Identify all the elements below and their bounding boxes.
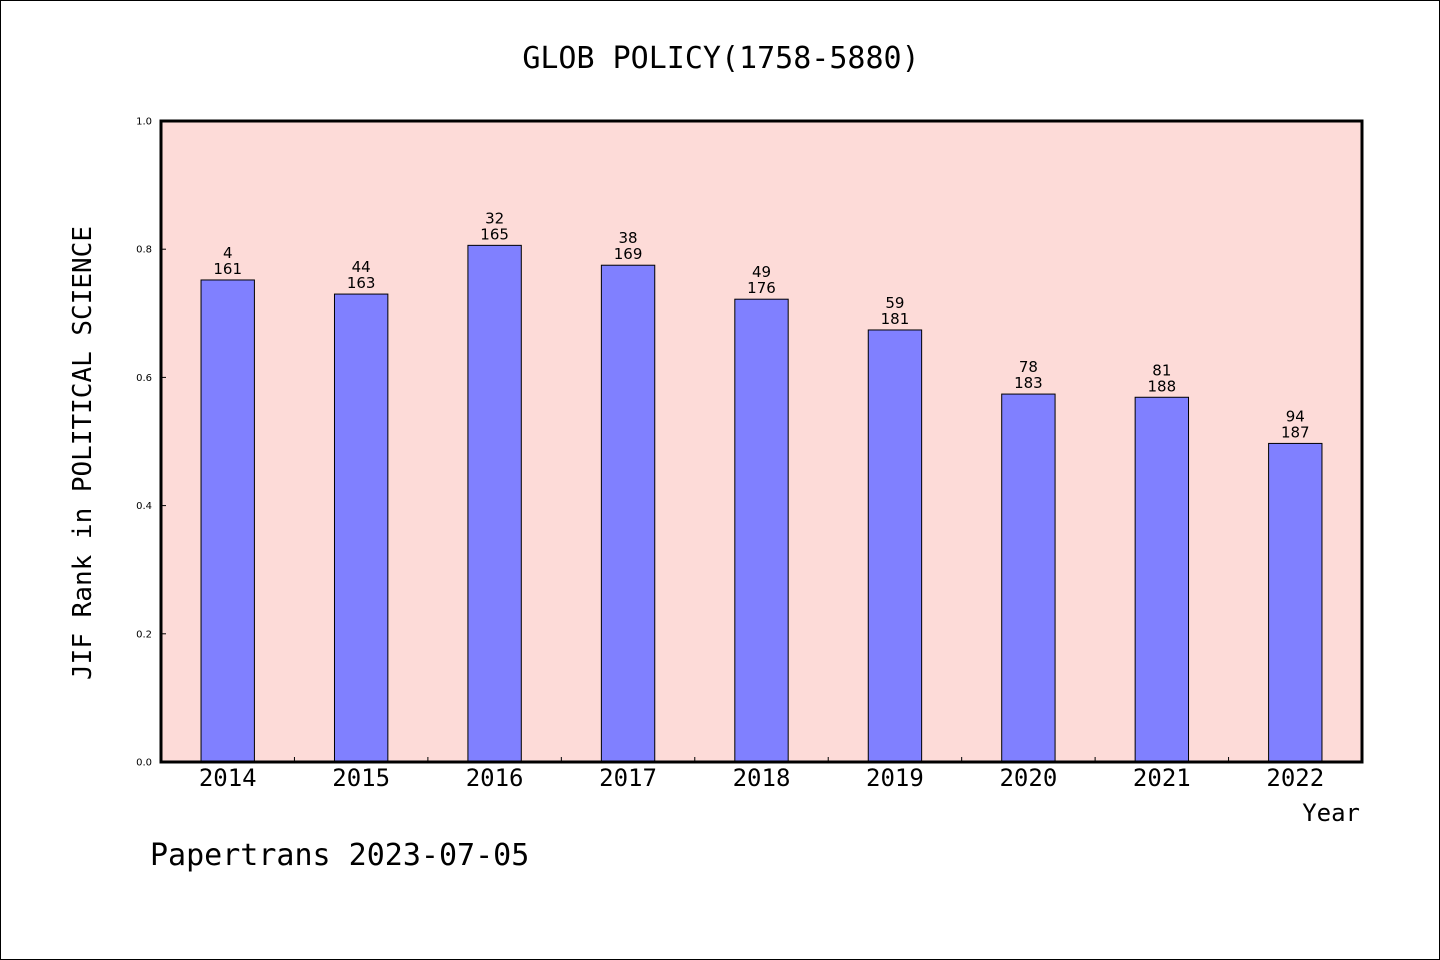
bar-2021 xyxy=(1134,396,1190,763)
y-tick-label: 0.4 xyxy=(136,501,152,512)
y-tick-label: 0.8 xyxy=(136,245,152,256)
bar-rank-label: 94 xyxy=(1286,407,1305,425)
bar-total-label: 176 xyxy=(747,279,776,297)
x-axis-label: Year xyxy=(1302,799,1360,827)
bar-total-label: 187 xyxy=(1281,423,1310,441)
bar-2019 xyxy=(867,329,923,763)
bar-rank-label: 32 xyxy=(485,209,504,227)
x-tick-label: 2019 xyxy=(866,764,924,792)
y-tick-label: 0.0 xyxy=(136,758,152,769)
x-tick-label: 2021 xyxy=(1133,764,1191,792)
x-tick-label: 2016 xyxy=(466,764,524,792)
x-axis: 2014 2015 2016 2017 2018 2019 2020 2021 2022 xyxy=(199,757,1324,792)
bar-2022 xyxy=(1268,442,1323,763)
chart-title: GLOB POLICY(1758-5880) xyxy=(522,41,919,76)
bar-rank-label: 59 xyxy=(885,294,904,312)
y-axis: 0.0 0.2 0.4 0.6 0.8 1.0 xyxy=(136,117,166,769)
x-tick-label: 2018 xyxy=(733,764,791,792)
bar-rank-label: 4 xyxy=(223,244,233,262)
bar-2020 xyxy=(1001,393,1056,763)
y-axis-label: JIF Rank in POLITICAL SCIENCE xyxy=(68,226,98,680)
y-tick-label: 0.6 xyxy=(136,373,152,384)
footer-credit: Papertrans 2023-07-05 xyxy=(150,838,529,873)
bar-rank-label: 44 xyxy=(352,258,371,276)
x-tick-label: 2015 xyxy=(332,764,390,792)
bar-2017 xyxy=(600,264,656,763)
y-tick-label: 0.2 xyxy=(136,629,152,640)
bar-rank-label: 49 xyxy=(752,263,771,281)
bar-rank-label: 38 xyxy=(619,229,638,247)
bar-total-label: 165 xyxy=(480,225,509,243)
x-tick-label: 2017 xyxy=(599,764,657,792)
bar-total-label: 183 xyxy=(1014,374,1043,392)
bar-2018 xyxy=(734,298,789,763)
bar-2016 xyxy=(467,244,522,763)
bar-total-label: 169 xyxy=(614,245,643,263)
bar-total-label: 163 xyxy=(347,274,376,292)
bar-2015 xyxy=(333,293,389,763)
bar-total-label: 188 xyxy=(1148,377,1177,395)
y-tick-label: 1.0 xyxy=(136,117,152,128)
x-tick-label: 2020 xyxy=(999,764,1057,792)
bar-total-label: 181 xyxy=(881,310,910,328)
x-tick-label: 2014 xyxy=(199,764,257,792)
bar-2014 xyxy=(200,279,255,763)
x-tick-label: 2022 xyxy=(1266,764,1324,792)
bars-group xyxy=(200,244,1323,763)
bar-rank-label: 78 xyxy=(1019,358,1038,376)
bar-rank-label: 81 xyxy=(1152,361,1171,379)
bar-total-label: 161 xyxy=(213,260,242,278)
plot-frame xyxy=(159,119,1364,764)
